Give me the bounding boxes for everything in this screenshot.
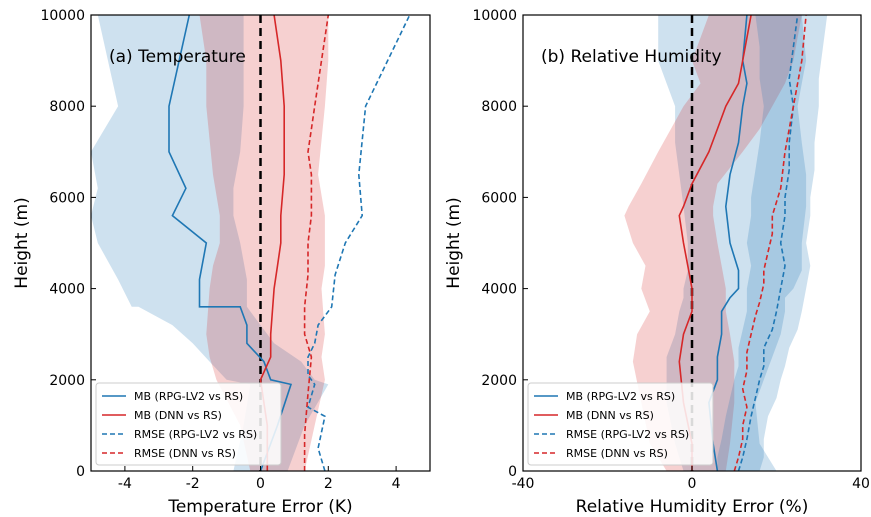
x-axis-label: Temperature Error (K) [167,497,352,517]
series-line-3 [307,15,411,471]
legend: MB (RPG-LV2 vs RS) MB (DNN vs RS) RMSE (RP… [95,382,282,466]
x-tick-label: -40 [512,476,535,492]
y-tick-label: 4000 [49,282,85,298]
series-line-4 [733,15,807,471]
panel-temperature: -4 -2 0 2 4 0 2000 4000 6000 8000 10000 Temperature… [12,8,431,517]
legend-label-4: RMSE (DNN vs RS) [566,447,668,460]
legend-box [95,382,282,466]
band-3 [717,15,828,471]
legend-label-3: RMSE (RPG-LV2 vs RS) [134,428,257,441]
y-tick-label: 2000 [481,373,517,389]
x-tick-label: 0 [256,476,265,492]
legend-label-1: MB (RPG-LV2 vs RS) [566,390,675,403]
x-tick-label: 2 [324,476,333,492]
y-tick-label: 8000 [49,99,85,115]
legend-label-2: MB (DNN vs RS) [566,409,654,422]
x-tick-label: -2 [186,476,200,492]
x-tick-label: 4 [392,476,401,492]
panel-label: (a) Temperature [109,47,246,67]
y-tick-label: 10000 [472,8,517,24]
y-tick-label: 10000 [40,8,85,24]
series-line-2 [259,15,286,471]
series-line-4 [303,15,330,471]
y-tick-label: 0 [76,464,85,480]
band-2 [199,15,329,471]
series-line-1 [708,15,748,471]
legend-label-2: MB (DNN vs RS) [134,409,222,422]
series-line-3 [737,15,799,471]
y-tick-label: 2000 [49,373,85,389]
y-tick-label: 6000 [49,190,85,206]
series-line-1 [168,15,293,471]
legend-box [527,382,714,466]
plot-area [91,15,411,471]
y-axis-label: Height (m) [12,197,32,288]
y-tick-label: 8000 [481,99,517,115]
band-2 [624,15,802,471]
legend-label-3: RMSE (RPG-LV2 vs RS) [566,428,689,441]
y-tick-label: 0 [508,464,517,480]
legend-label-4: RMSE (DNN vs RS) [134,447,236,460]
x-tick-label: 0 [688,476,697,492]
y-tick-label: 6000 [481,190,517,206]
y-axis-label: Height (m) [444,197,464,288]
legend-label-1: MB (RPG-LV2 vs RS) [134,390,243,403]
plot-area [624,15,828,471]
panel-label: (b) Relative Humidity [541,47,722,67]
band-1 [91,15,329,471]
x-axis-label: Relative Humidity Error (%) [576,497,809,517]
x-tick-label: -4 [118,476,132,492]
legend: MB (RPG-LV2 vs RS) MB (DNN vs RS) RMSE (RP… [527,382,714,466]
y-tick-label: 4000 [481,282,517,298]
band-1 [658,15,807,471]
series-line-2 [678,15,752,471]
x-tick-label: 40 [852,476,870,492]
